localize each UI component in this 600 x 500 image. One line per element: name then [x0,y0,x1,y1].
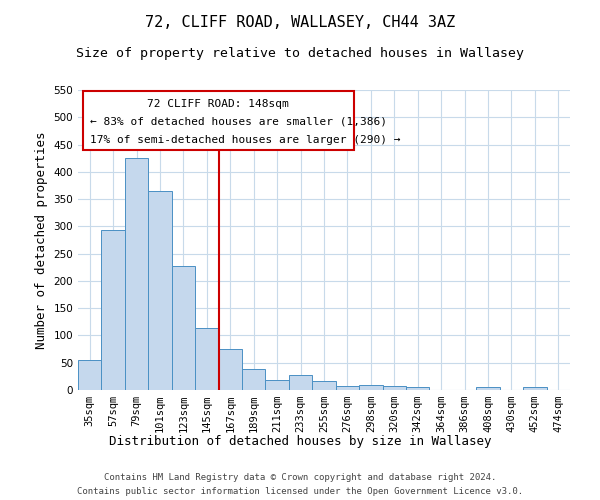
Text: 72 CLIFF ROAD: 148sqm: 72 CLIFF ROAD: 148sqm [148,99,289,109]
Bar [125,158,148,390]
Bar [336,386,359,390]
Bar [78,360,101,390]
FancyBboxPatch shape [83,92,353,150]
Bar [383,386,406,390]
Bar [523,388,547,390]
Text: Size of property relative to detached houses in Wallasey: Size of property relative to detached ho… [76,48,524,60]
Text: Contains public sector information licensed under the Open Government Licence v3: Contains public sector information licen… [77,488,523,496]
Text: Contains HM Land Registry data © Crown copyright and database right 2024.: Contains HM Land Registry data © Crown c… [104,472,496,482]
Bar [289,374,312,390]
Bar [359,384,383,390]
Bar [101,230,125,390]
Bar [218,349,242,390]
Bar [476,386,500,390]
Bar [195,328,218,390]
Text: Distribution of detached houses by size in Wallasey: Distribution of detached houses by size … [109,435,491,448]
Bar [406,388,430,390]
Text: 17% of semi-detached houses are larger (290) →: 17% of semi-detached houses are larger (… [90,135,401,145]
Bar [172,266,195,390]
Text: 72, CLIFF ROAD, WALLASEY, CH44 3AZ: 72, CLIFF ROAD, WALLASEY, CH44 3AZ [145,15,455,30]
Bar [265,380,289,390]
Bar [312,382,336,390]
Bar [148,191,172,390]
Bar [242,370,265,390]
Y-axis label: Number of detached properties: Number of detached properties [35,131,48,349]
Text: ← 83% of detached houses are smaller (1,386): ← 83% of detached houses are smaller (1,… [90,117,388,127]
